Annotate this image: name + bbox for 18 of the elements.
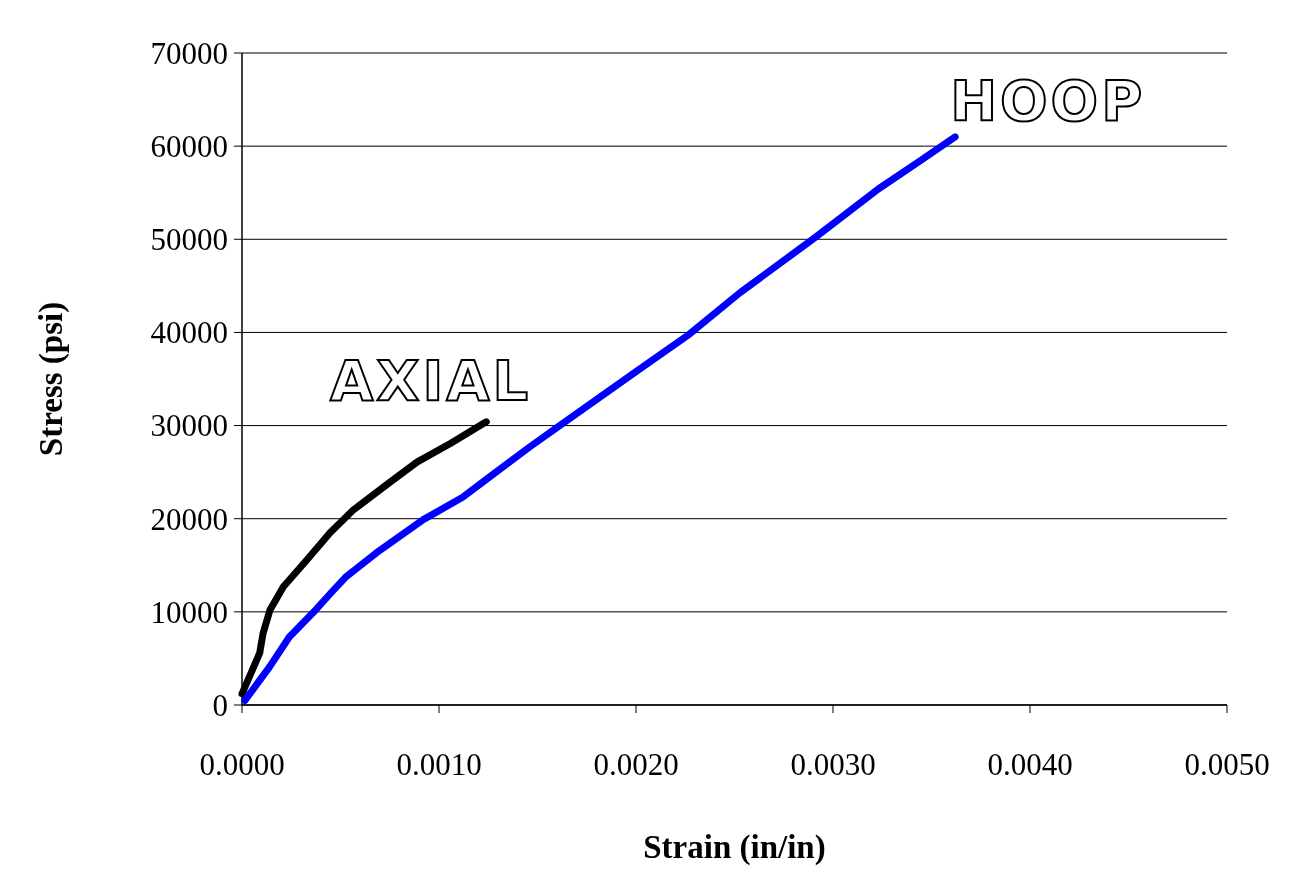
x-tick-label: 0.0040 [987, 747, 1073, 782]
y-tick-label: 50000 [150, 222, 228, 258]
y-tick-label: 30000 [150, 408, 228, 444]
series-label: HOOP [950, 67, 1146, 133]
x-tick-label: 0.0000 [199, 747, 285, 782]
y-tick-label: 70000 [150, 35, 228, 71]
y-tick-label: 20000 [150, 501, 228, 537]
x-axis-title: Strain (in/in) [643, 829, 826, 866]
y-tick-label: 60000 [150, 128, 228, 164]
y-tick-label: 40000 [150, 315, 228, 351]
x-tick-label: 0.0010 [396, 747, 482, 782]
y-axis-title: Stress (psi) [33, 301, 70, 457]
x-tick-label: 0.0050 [1184, 747, 1270, 782]
y-tick-label: 10000 [150, 594, 228, 630]
x-tick-label: 0.0020 [593, 747, 679, 782]
x-tick-label: 0.0030 [790, 747, 876, 782]
series-label: AXIAL [329, 347, 532, 413]
y-tick-label: 0 [212, 687, 228, 723]
